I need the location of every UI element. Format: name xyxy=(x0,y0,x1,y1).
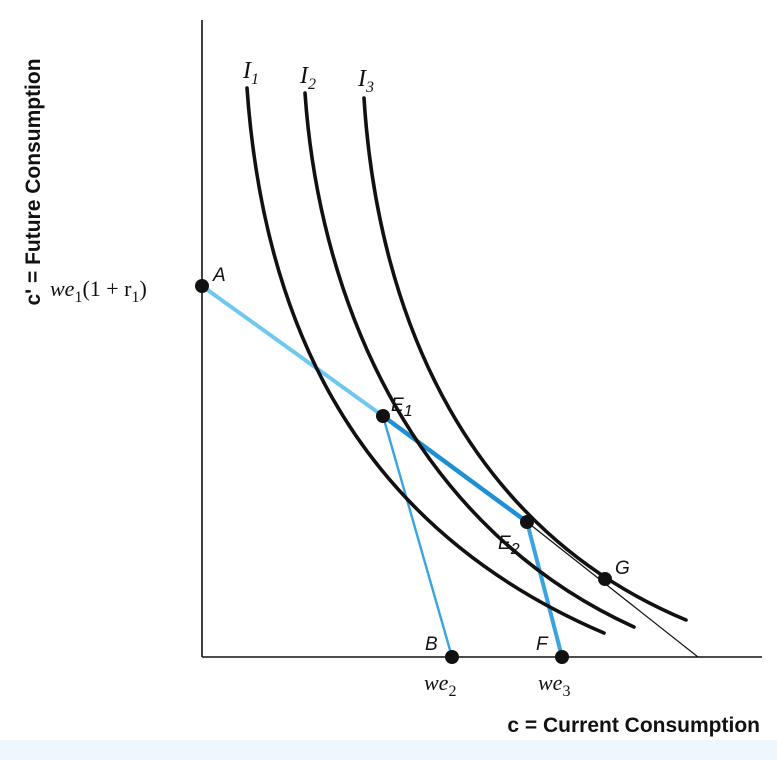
budget-line-e1-e2 xyxy=(381,414,529,524)
label-e2: E2 xyxy=(498,533,520,558)
point-e2 xyxy=(520,515,534,529)
point-f xyxy=(555,650,569,664)
points xyxy=(195,279,612,664)
label-a: A xyxy=(212,265,226,286)
point-g xyxy=(598,572,612,586)
axes xyxy=(201,20,762,658)
indifference-curve-i1 xyxy=(245,86,606,635)
label-e1: E1 xyxy=(391,395,413,420)
budget-lines xyxy=(200,284,564,658)
label-g: G xyxy=(615,558,630,579)
indifference-curve-i3 xyxy=(362,96,688,622)
budget-line-e1-b xyxy=(381,415,454,658)
point-e1 xyxy=(376,409,390,423)
label-we3: we3 xyxy=(538,670,570,700)
indifference-curve-i2 xyxy=(303,91,636,629)
x-axis-title: c = Current Consumption xyxy=(507,714,760,737)
label-y-intercept: we1(1 + r1) xyxy=(50,276,147,306)
budget-line-e2-f xyxy=(525,521,564,658)
label-f: F xyxy=(536,634,549,655)
point-b xyxy=(445,650,459,664)
bottom-band xyxy=(0,740,777,760)
budget-extension-line xyxy=(526,521,699,658)
indifference-curves xyxy=(245,86,688,635)
label-b: B xyxy=(425,634,438,655)
point-a xyxy=(195,279,209,293)
budget-line-a-e1 xyxy=(200,284,385,418)
label-i2: I2 xyxy=(299,63,316,93)
label-we2: we2 xyxy=(424,670,456,700)
y-axis-title: c' = Future Consumption xyxy=(22,58,45,305)
label-i1: I1 xyxy=(242,58,259,88)
label-i3: I3 xyxy=(357,66,374,96)
